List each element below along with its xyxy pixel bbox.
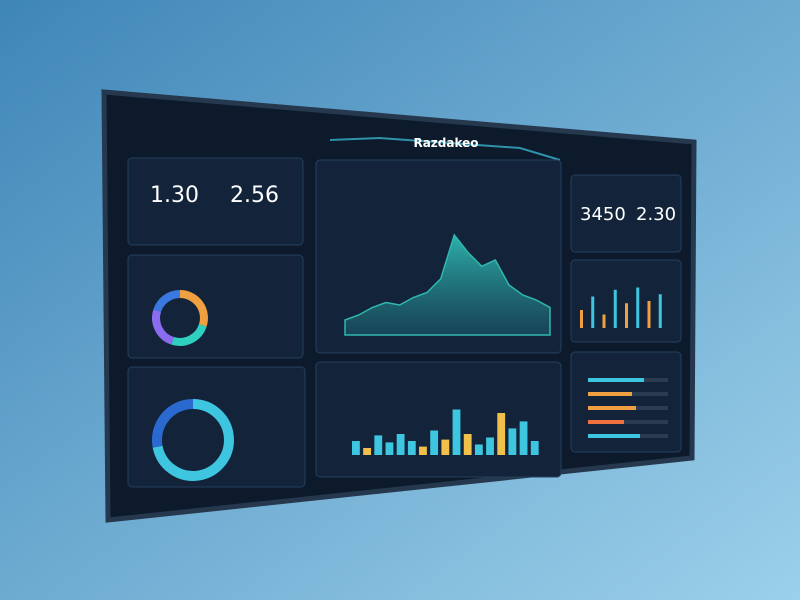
area	[344, 233, 551, 336]
progress-fill	[588, 434, 640, 438]
header-glow	[329, 136, 561, 161]
progress-fill	[588, 420, 624, 424]
donut-segment	[153, 290, 181, 313]
mini-bar	[580, 310, 583, 328]
progress-fill	[588, 392, 632, 396]
bar	[385, 442, 394, 455]
stat-value: 1.30	[150, 183, 199, 208]
bar	[508, 428, 517, 455]
donut-segment	[171, 323, 207, 346]
dashboard-title: Razdakeo	[413, 136, 478, 150]
bar	[363, 448, 371, 455]
bar	[419, 446, 427, 455]
bar	[452, 409, 461, 455]
mini-bar	[591, 296, 595, 328]
bar	[352, 441, 360, 455]
bar	[441, 439, 450, 455]
stats-panel	[127, 157, 304, 246]
bar	[407, 441, 416, 455]
donut-panel	[127, 366, 306, 488]
bar	[374, 435, 383, 455]
bar	[430, 430, 439, 455]
bar-panel	[315, 361, 562, 478]
mini-bar	[647, 301, 651, 328]
stats-panel	[570, 174, 682, 253]
stat-value: 2.30	[636, 204, 676, 225]
progress-panel	[570, 351, 682, 453]
stat-value: 2.56	[230, 183, 279, 208]
progress-track	[588, 420, 668, 424]
bar	[519, 421, 528, 455]
stat-value: 3450	[580, 204, 626, 225]
bar	[530, 441, 539, 455]
progress-fill	[588, 378, 644, 382]
bar	[474, 444, 483, 455]
donut-panel	[127, 254, 304, 359]
mini-bar	[625, 303, 628, 328]
mini-bar	[613, 289, 617, 328]
bar	[497, 413, 506, 455]
donut-segment	[152, 309, 175, 345]
donut-segment	[152, 399, 194, 448]
mini-bar	[636, 287, 640, 328]
mini-bar	[602, 314, 606, 328]
progress-fill	[588, 406, 636, 410]
bar	[463, 434, 472, 455]
mini-bar	[658, 294, 662, 328]
bars-panel	[570, 259, 682, 343]
bar	[486, 437, 494, 455]
donut-segment	[179, 290, 208, 327]
bar	[396, 434, 405, 455]
donut-segment	[152, 399, 234, 481]
